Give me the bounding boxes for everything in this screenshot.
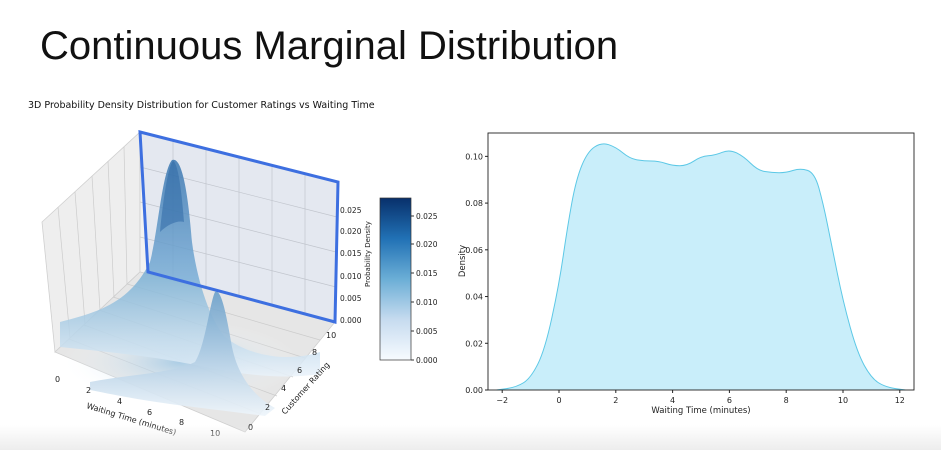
colorbar-tick-label: 0.015 bbox=[416, 269, 438, 278]
z-tick-label: 0.000 bbox=[340, 316, 362, 325]
x-tick-label: 8 bbox=[179, 418, 184, 427]
y-tick-label: 6 bbox=[297, 366, 302, 375]
colorbar-tick-label: 0.025 bbox=[416, 212, 438, 221]
z-tick-label: 0.010 bbox=[340, 272, 362, 281]
y-tick-label: 0.06 bbox=[465, 246, 483, 255]
x-tick-label: 0 bbox=[556, 396, 561, 405]
x-tick-label: 6 bbox=[147, 408, 152, 417]
kde-line bbox=[496, 143, 906, 391]
x-tick-label: 0 bbox=[55, 375, 60, 384]
y-tick-label: 8 bbox=[312, 348, 317, 357]
z-tick-label: 0.020 bbox=[340, 227, 362, 236]
x-tick-label: 6 bbox=[727, 396, 732, 405]
surface-back-ridge bbox=[60, 159, 320, 377]
x-tick-label: 2 bbox=[86, 386, 91, 395]
z-tick-label: 0.015 bbox=[340, 249, 362, 258]
x-tick-label: 4 bbox=[670, 396, 675, 405]
z-axis: 0.000 0.005 0.010 0.015 0.020 0.025 Prob… bbox=[340, 206, 372, 325]
kde-area bbox=[496, 143, 906, 390]
y-tick-label: 0.02 bbox=[465, 339, 483, 348]
x-tick-label: 4 bbox=[117, 397, 122, 406]
y-tick-label: 10 bbox=[326, 331, 336, 340]
x-tick-label: 10 bbox=[838, 396, 848, 405]
colorbar-gradient bbox=[379, 197, 412, 361]
y-tick-label: 4 bbox=[281, 384, 286, 393]
surface-front-ridge bbox=[90, 291, 275, 416]
kde-chart: 0.00 0.02 0.04 0.06 0.08 0.10 −2 0 2 4 6 8 10 12 Wai… bbox=[458, 132, 915, 416]
surface-highlight bbox=[160, 161, 184, 232]
colorbar-tick-label: 0.005 bbox=[416, 327, 438, 336]
z-tick-label: 0.005 bbox=[340, 294, 362, 303]
x-tick-label: 2 bbox=[613, 396, 618, 405]
slide-title: Continuous Marginal Distribution bbox=[40, 24, 619, 68]
x-tick-label: −2 bbox=[496, 396, 508, 405]
x-tick-label: 8 bbox=[784, 396, 789, 405]
surface-plot-title: 3D Probability Density Distribution for … bbox=[28, 100, 375, 111]
bottom-fade bbox=[0, 425, 941, 450]
surface-3d-plot: 0 2 4 6 8 10 Waiting Time (minutes) 0 2 … bbox=[41, 130, 438, 438]
density-surface bbox=[60, 159, 320, 416]
y-tick-label: 0.04 bbox=[465, 293, 483, 302]
colorbar-tick-label: 0.010 bbox=[416, 298, 438, 307]
colorbar-tick-label: 0.020 bbox=[416, 240, 438, 249]
z-tick-label: 0.025 bbox=[340, 206, 362, 215]
colorbar-tick-label: 0.000 bbox=[416, 356, 438, 365]
x-axis-label: Waiting Time (minutes) bbox=[651, 406, 750, 416]
x-tick-label: 12 bbox=[895, 396, 905, 405]
y-tick-label: 2 bbox=[265, 403, 270, 412]
highlighted-plane-frame bbox=[138, 130, 340, 324]
y-tick-label: 0.00 bbox=[465, 386, 483, 395]
plot-frame bbox=[487, 132, 915, 391]
colorbar: 0.000 0.005 0.010 0.015 0.020 0.025 bbox=[379, 197, 438, 365]
y-tick-label: 0.08 bbox=[465, 199, 483, 208]
x-ticks: −2 0 2 4 6 8 10 12 bbox=[496, 390, 905, 405]
y-ticks: 0.00 0.02 0.04 0.06 0.08 0.10 bbox=[465, 152, 488, 395]
y-tick-label: 0.10 bbox=[465, 152, 483, 161]
y-axis-label: Density bbox=[458, 245, 468, 277]
z-axis-label: Probability Density bbox=[364, 221, 372, 287]
